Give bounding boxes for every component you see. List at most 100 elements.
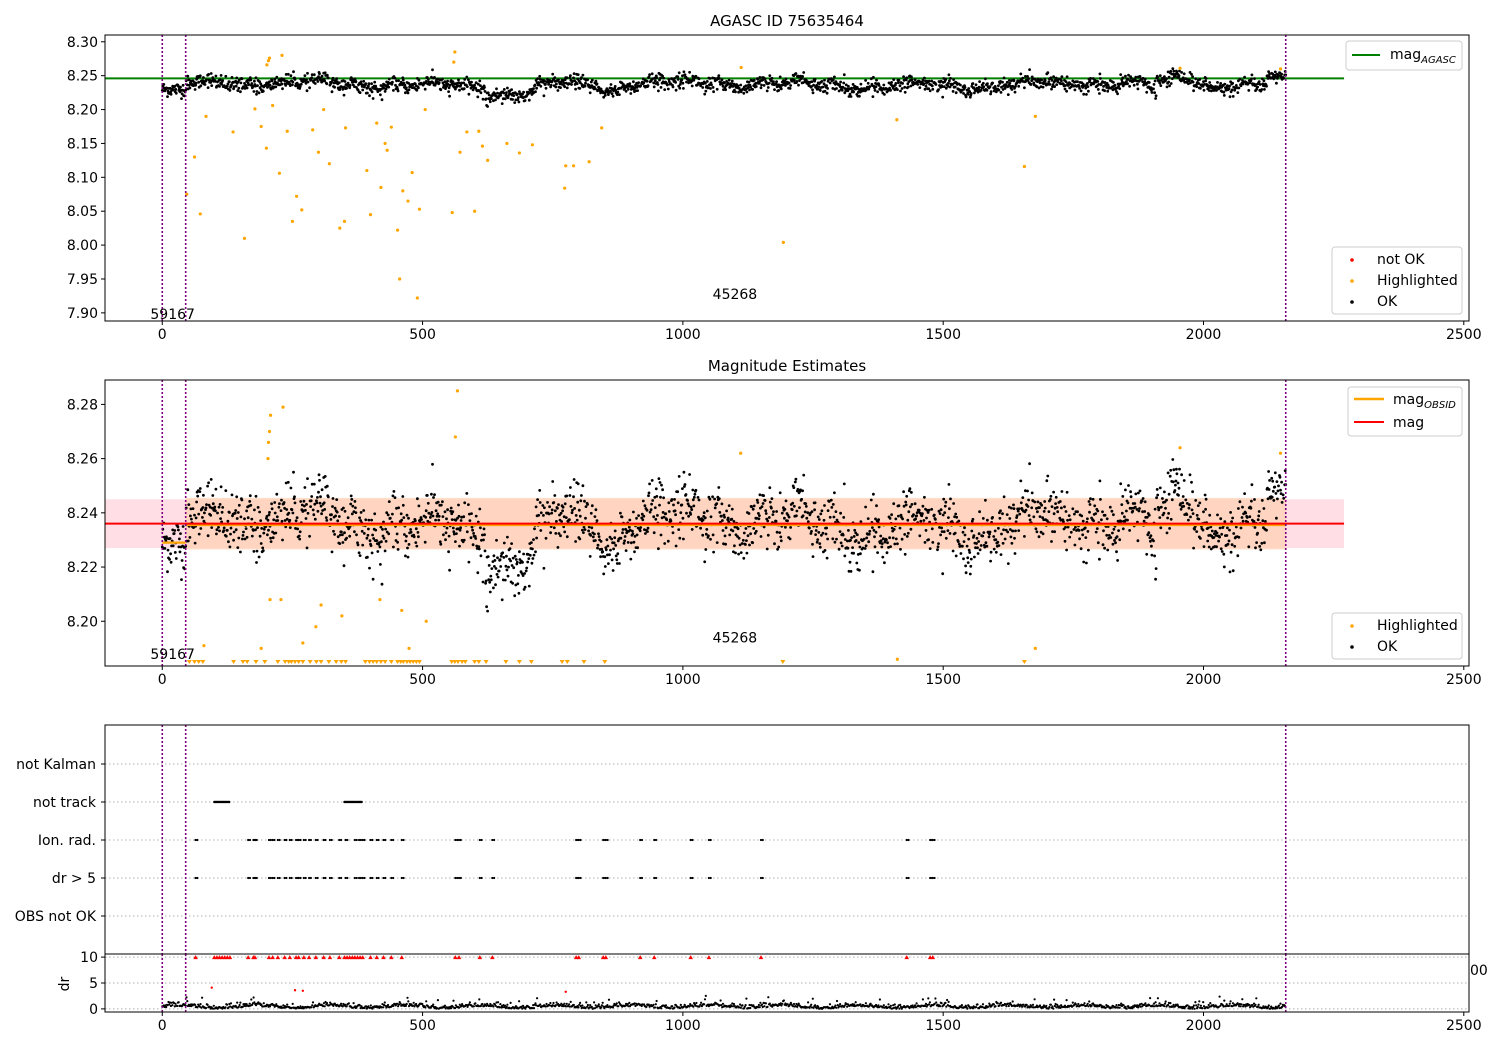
ok-point bbox=[916, 83, 920, 86]
ok-point bbox=[1188, 71, 1192, 74]
panel-magnitude-xtick-label-1500: 1500 bbox=[925, 672, 961, 688]
ok-point bbox=[1120, 503, 1124, 506]
ok-point bbox=[294, 519, 298, 523]
ok-point bbox=[492, 586, 495, 590]
ok-point bbox=[358, 91, 362, 94]
ok-point bbox=[465, 85, 469, 88]
ok-point bbox=[1105, 517, 1109, 521]
ok-point bbox=[462, 515, 466, 519]
ok-point bbox=[228, 89, 232, 92]
ok-point bbox=[1167, 492, 1171, 496]
ok-point bbox=[847, 529, 850, 532]
ok-point bbox=[825, 526, 828, 530]
ok-point bbox=[256, 526, 259, 530]
ok-point bbox=[312, 513, 316, 517]
ok-point bbox=[280, 498, 283, 502]
dr-point bbox=[224, 1006, 227, 1009]
ok-point bbox=[982, 85, 986, 89]
ok-point bbox=[1013, 536, 1016, 540]
ok-point bbox=[210, 506, 214, 510]
ok-point bbox=[1050, 505, 1054, 508]
dr-point bbox=[201, 996, 204, 999]
ok-point bbox=[305, 503, 308, 506]
ok-point bbox=[474, 537, 478, 540]
ok-point bbox=[523, 572, 526, 575]
legend-label-ok: OK bbox=[1377, 639, 1398, 655]
ok-point bbox=[513, 101, 517, 104]
ok-point bbox=[447, 86, 451, 90]
ok-point bbox=[495, 538, 498, 542]
ok-point bbox=[919, 519, 923, 523]
ok-point bbox=[615, 558, 619, 562]
dr-point bbox=[412, 1001, 415, 1004]
ok-point bbox=[1150, 544, 1153, 548]
ok-point bbox=[742, 91, 746, 95]
ok-point bbox=[924, 529, 928, 532]
ok-point bbox=[1265, 528, 1268, 532]
ok-point bbox=[1067, 514, 1071, 517]
ok-point bbox=[561, 509, 564, 513]
ok-point bbox=[493, 559, 497, 562]
ok-point bbox=[703, 81, 707, 85]
ok-point bbox=[1180, 473, 1183, 477]
ok-point bbox=[1280, 501, 1284, 504]
ok-point bbox=[1001, 541, 1005, 545]
ok-point bbox=[401, 495, 405, 498]
highlighted-point bbox=[277, 171, 282, 175]
legend-box bbox=[1331, 246, 1463, 315]
ok-point bbox=[993, 85, 997, 88]
ok-point bbox=[1103, 546, 1106, 550]
ok-point bbox=[1012, 507, 1016, 510]
ok-point bbox=[275, 515, 279, 519]
ok-point bbox=[569, 74, 572, 77]
ok-point bbox=[502, 91, 506, 95]
ok-point bbox=[169, 560, 173, 564]
ok-point bbox=[913, 502, 917, 506]
ok-point bbox=[915, 514, 918, 518]
highlighted-point bbox=[264, 146, 268, 150]
ok-point bbox=[1096, 80, 1100, 83]
ok-point bbox=[956, 540, 960, 543]
ok-point bbox=[954, 512, 958, 516]
panel-magnitude-ytick-label-2: 8.24 bbox=[67, 506, 98, 522]
ok-point bbox=[319, 504, 323, 508]
ok-point bbox=[1262, 79, 1266, 83]
ok-point bbox=[406, 91, 410, 95]
ok-point bbox=[682, 470, 686, 474]
ok-point bbox=[1134, 492, 1138, 496]
ok-point bbox=[1026, 505, 1030, 508]
ok-point bbox=[818, 545, 822, 549]
ok-point bbox=[349, 502, 353, 506]
ok-point bbox=[792, 78, 796, 82]
ok-point bbox=[1099, 498, 1102, 501]
ok-point bbox=[1098, 92, 1101, 95]
dr-point bbox=[369, 1004, 372, 1007]
ok-point bbox=[550, 511, 554, 515]
ok-point bbox=[766, 533, 770, 537]
ok-point bbox=[658, 503, 661, 507]
ok-point bbox=[487, 564, 491, 567]
ok-point bbox=[737, 552, 740, 556]
ok-point bbox=[284, 73, 288, 76]
dr-point bbox=[260, 1003, 263, 1006]
highlighted-point bbox=[600, 126, 604, 130]
ok-point bbox=[261, 89, 265, 93]
ok-point bbox=[745, 551, 749, 555]
ok-point bbox=[501, 97, 505, 101]
ok-point bbox=[665, 518, 669, 522]
ok-point bbox=[310, 73, 314, 77]
ok-point bbox=[198, 490, 202, 493]
ok-point bbox=[644, 532, 647, 535]
ok-point bbox=[430, 511, 434, 514]
ok-point bbox=[258, 534, 262, 538]
ok-point bbox=[478, 507, 482, 511]
ok-point bbox=[951, 83, 954, 86]
highlighted-point bbox=[453, 435, 457, 439]
ok-point bbox=[641, 499, 645, 503]
ok-point bbox=[821, 531, 825, 535]
ok-point bbox=[1127, 73, 1130, 77]
ok-point bbox=[966, 556, 970, 560]
ok-point bbox=[376, 550, 380, 553]
ok-point bbox=[947, 73, 951, 77]
ok-point bbox=[910, 75, 913, 79]
